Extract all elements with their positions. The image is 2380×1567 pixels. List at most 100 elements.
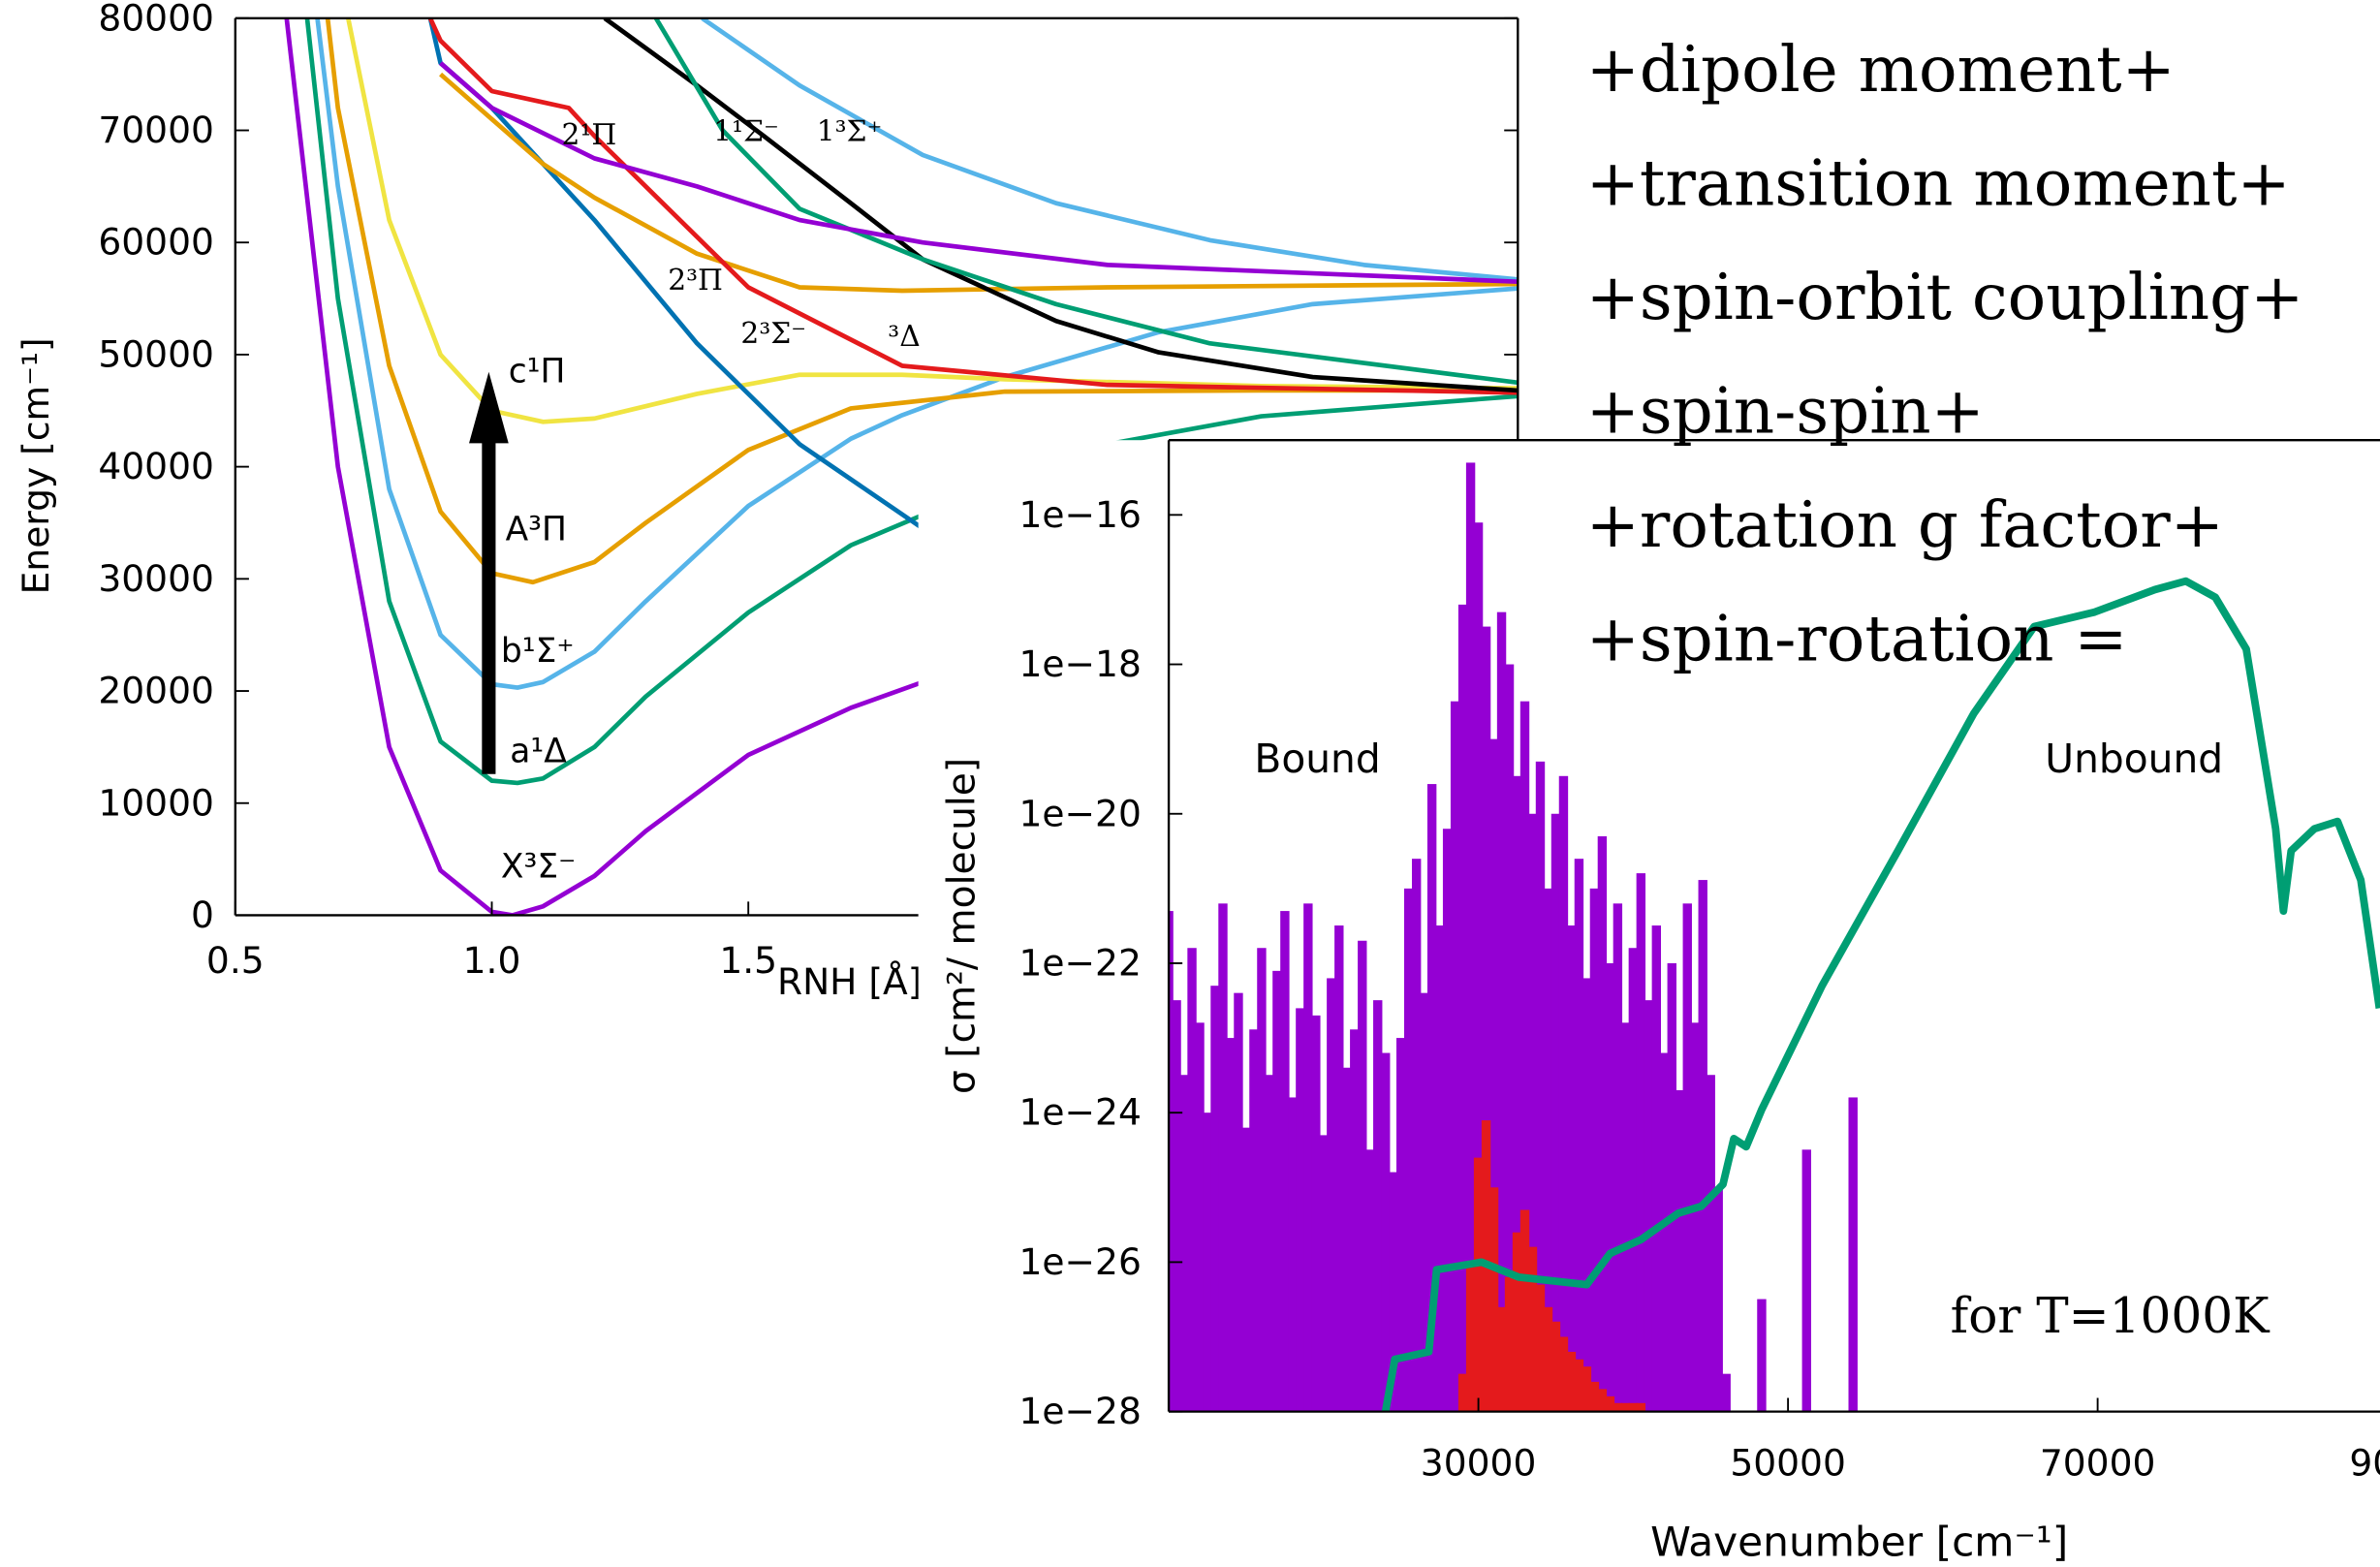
stick (1280, 911, 1290, 1412)
stick (1651, 925, 1662, 1412)
stick (1512, 775, 1522, 1412)
stick (1265, 1075, 1274, 1412)
x-tick-label: 90000 (2349, 1441, 2380, 1484)
stick (1342, 1067, 1352, 1412)
stick (1496, 611, 1507, 1412)
stick (1411, 859, 1422, 1412)
property-line: +spin-spin+ (1586, 373, 1985, 448)
stick (1358, 940, 1367, 1412)
stick (1574, 859, 1584, 1412)
state-label: c¹Π (509, 353, 566, 392)
stick (1434, 925, 1445, 1412)
y-axis-label: σ [cm²/ molecule] (941, 758, 985, 1094)
spectra (1169, 462, 2380, 1412)
y-tick-label: 50000 (98, 332, 214, 375)
stick (1698, 880, 1707, 1412)
stick (1566, 925, 1577, 1412)
y-tick-label: 1e−20 (1019, 792, 1142, 834)
y-tick-label: 1e−24 (1019, 1091, 1142, 1134)
stick (1535, 761, 1546, 1412)
stick (1527, 1246, 1538, 1412)
stick (1543, 1306, 1553, 1412)
stick (1311, 1015, 1321, 1412)
y-tick-label: 70000 (98, 109, 214, 151)
curve (1381, 577, 2380, 1412)
stick (1296, 1008, 1305, 1412)
y-tick-label: 1e−16 (1019, 493, 1142, 536)
stick (1605, 962, 1615, 1412)
stick (1620, 1022, 1631, 1412)
y-tick-label: 80000 (98, 0, 214, 39)
property-line: +transition moment+ (1586, 145, 2291, 220)
stick (1473, 522, 1484, 1412)
stick (1667, 962, 1676, 1412)
stick (1636, 873, 1646, 1412)
stick (1457, 1373, 1468, 1412)
stick (1426, 784, 1437, 1412)
state-label: X³Σ⁻ (501, 847, 576, 886)
stick (1675, 1089, 1684, 1412)
stick (1350, 1029, 1360, 1412)
curve (315, 17, 1519, 690)
arrow-head (469, 371, 509, 444)
stick (1848, 1097, 1858, 1412)
stick (1450, 701, 1460, 1412)
stick (1644, 1000, 1654, 1412)
curve (439, 72, 1519, 294)
stick (1589, 888, 1600, 1412)
stick (1550, 1321, 1561, 1412)
stick (1628, 948, 1639, 1412)
state-label: 2¹Π (562, 118, 617, 152)
y-tick-label: 40000 (98, 445, 214, 487)
state-label: b¹Σ⁺ (501, 632, 575, 671)
stick (1535, 1284, 1546, 1412)
stick (1519, 701, 1530, 1412)
stick (1218, 903, 1228, 1412)
annotation: for T=1000K (1951, 1287, 2271, 1344)
x-tick-label: 70000 (2040, 1441, 2156, 1484)
stick (1172, 1000, 1181, 1412)
stick (1334, 925, 1344, 1412)
y-tick-label: 20000 (98, 670, 214, 712)
stick (1690, 1022, 1700, 1412)
stick (1620, 1402, 1631, 1412)
curve (427, 17, 1519, 395)
state-label: 1¹Σ⁻ (713, 115, 779, 149)
stick (1234, 992, 1243, 1412)
stick (1272, 970, 1282, 1412)
stick (1403, 888, 1414, 1412)
stick (1527, 813, 1538, 1412)
x-axis-label: RNH [Å] (777, 960, 922, 1003)
x-tick-label: 1.0 (463, 939, 521, 982)
property-line: +dipole moment+ (1586, 32, 2176, 107)
curve (325, 17, 1519, 585)
stick (1303, 903, 1313, 1412)
stick (1365, 1149, 1375, 1412)
x-tick-label: 50000 (1730, 1441, 1846, 1484)
stick (1636, 1402, 1646, 1412)
property-line: +spin-rotation = (1586, 601, 2128, 675)
stick (1488, 1187, 1499, 1412)
stick (1241, 1127, 1251, 1412)
curve (701, 17, 1519, 282)
stick (1597, 835, 1608, 1412)
stick (1169, 911, 1174, 1412)
state-label: A³Π (506, 511, 567, 549)
stick (1574, 1359, 1584, 1412)
stick (1543, 888, 1553, 1412)
y-tick-label: 0 (191, 893, 214, 936)
stick (1327, 978, 1336, 1412)
y-tick-label: 1e−22 (1019, 941, 1142, 984)
stick (1442, 829, 1453, 1412)
stick (1581, 978, 1592, 1412)
stick (1389, 1172, 1398, 1412)
stick (1706, 1075, 1715, 1412)
y-tick-label: 1e−28 (1019, 1390, 1142, 1432)
stick (1481, 626, 1491, 1412)
stick (1801, 1149, 1811, 1412)
stick (1504, 1276, 1515, 1412)
stick (1519, 1209, 1530, 1412)
state-label: 1³Σ⁺ (817, 115, 883, 149)
stick (1319, 1135, 1329, 1412)
